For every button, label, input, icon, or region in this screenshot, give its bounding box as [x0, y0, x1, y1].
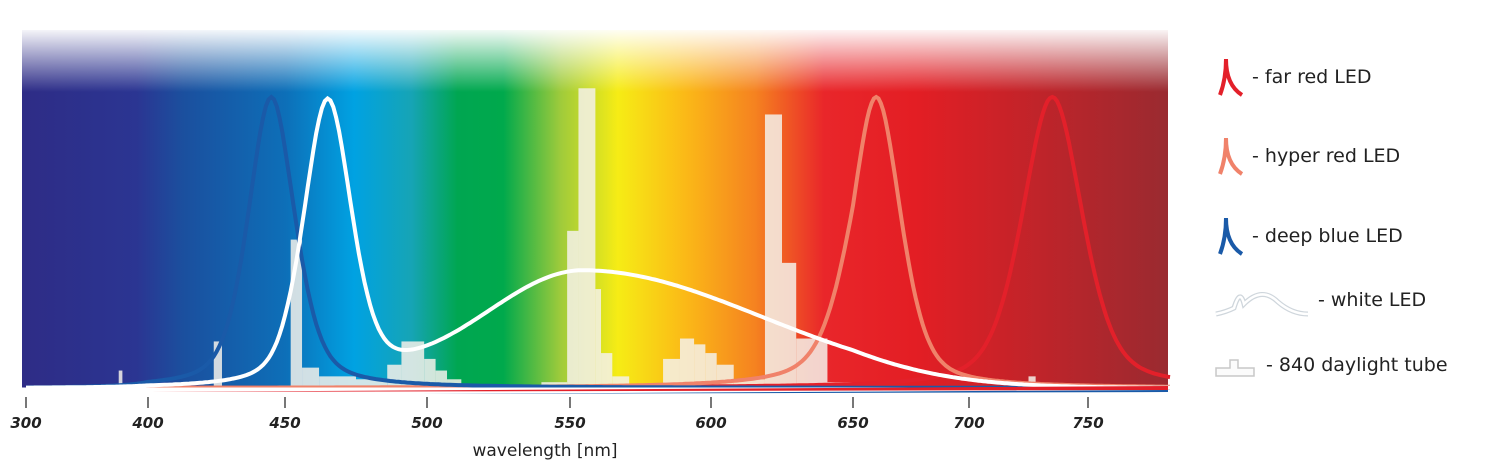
- x-tick-label: 750: [1072, 414, 1103, 432]
- daylight-tube-bar: [356, 379, 388, 388]
- x-tick-label: 450: [268, 414, 300, 432]
- white-led-curve-icon: [1215, 292, 1309, 317]
- daylight-tube-bar: [578, 88, 596, 389]
- x-tick-label: 400: [131, 414, 163, 432]
- legend-label: - 840 daylight tube: [1266, 354, 1448, 376]
- deep-blue-peak-icon: [1218, 217, 1244, 256]
- daylight-tube-bar: [764, 114, 782, 389]
- daylight-tube-bar: [435, 370, 448, 388]
- legend-item-daylight-tube: - 840 daylight tube: [1212, 350, 1448, 380]
- legend-label: - white LED: [1318, 289, 1427, 311]
- hyper-red-peak-icon: [1218, 137, 1244, 176]
- white-led-curve: [26, 95, 1170, 390]
- far-red-peak-icon: [1218, 58, 1244, 97]
- legend-label: - hyper red LED: [1252, 145, 1401, 167]
- legend-item-hyper-red: - hyper red LED: [1212, 134, 1400, 178]
- legend-item-far-red: - far red LED: [1212, 55, 1371, 99]
- legend-label: - deep blue LED: [1252, 225, 1403, 247]
- daylight-tube-bar: [387, 364, 402, 388]
- x-axis-label: wavelength [nm]: [472, 441, 617, 461]
- daylight-tube-bar: [118, 370, 123, 388]
- daylight-tube-bar: [424, 358, 436, 388]
- daylight-tube-bars-icon: [1215, 359, 1255, 377]
- baseline-blue-wedge: [420, 390, 1168, 394]
- daylight-tube-bar: [705, 353, 717, 388]
- daylight-tube-bar: [612, 376, 630, 388]
- daylight-tube-bar: [567, 230, 579, 388]
- x-ticks: 300 400 450 500 550 600 650 700 750: [10, 397, 1104, 432]
- x-tick-label: 650: [837, 414, 868, 432]
- legend-item-deep-blue: - deep blue LED: [1212, 214, 1403, 258]
- daylight-tube-bar: [663, 358, 680, 388]
- daylight-tube-bar: [319, 376, 356, 388]
- daylight-tube-bar: [679, 338, 695, 388]
- legend-item-white-led: - white LED: [1212, 278, 1426, 322]
- x-tick-label: 700: [953, 414, 984, 432]
- daylight-tube-bar: [694, 344, 706, 388]
- baseline-red-wedge: [150, 386, 1168, 392]
- daylight-tube-bar: [601, 353, 613, 388]
- daylight-tube-bar: [595, 289, 602, 388]
- x-tick-label: 500: [411, 414, 442, 432]
- daylight-tube-bar: [302, 367, 320, 388]
- legend-label: - far red LED: [1252, 66, 1372, 88]
- daylight-tube-bar: [401, 341, 425, 388]
- daylight-tube-bar: [290, 239, 303, 388]
- x-tick-label: 550: [554, 414, 585, 432]
- daylight-tube-bar: [733, 379, 765, 388]
- x-tick-label: 600: [695, 414, 726, 432]
- daylight-tube-bar: [213, 341, 222, 388]
- spectrum-top-fade: [22, 30, 1168, 92]
- x-tick-label: 300: [10, 414, 41, 432]
